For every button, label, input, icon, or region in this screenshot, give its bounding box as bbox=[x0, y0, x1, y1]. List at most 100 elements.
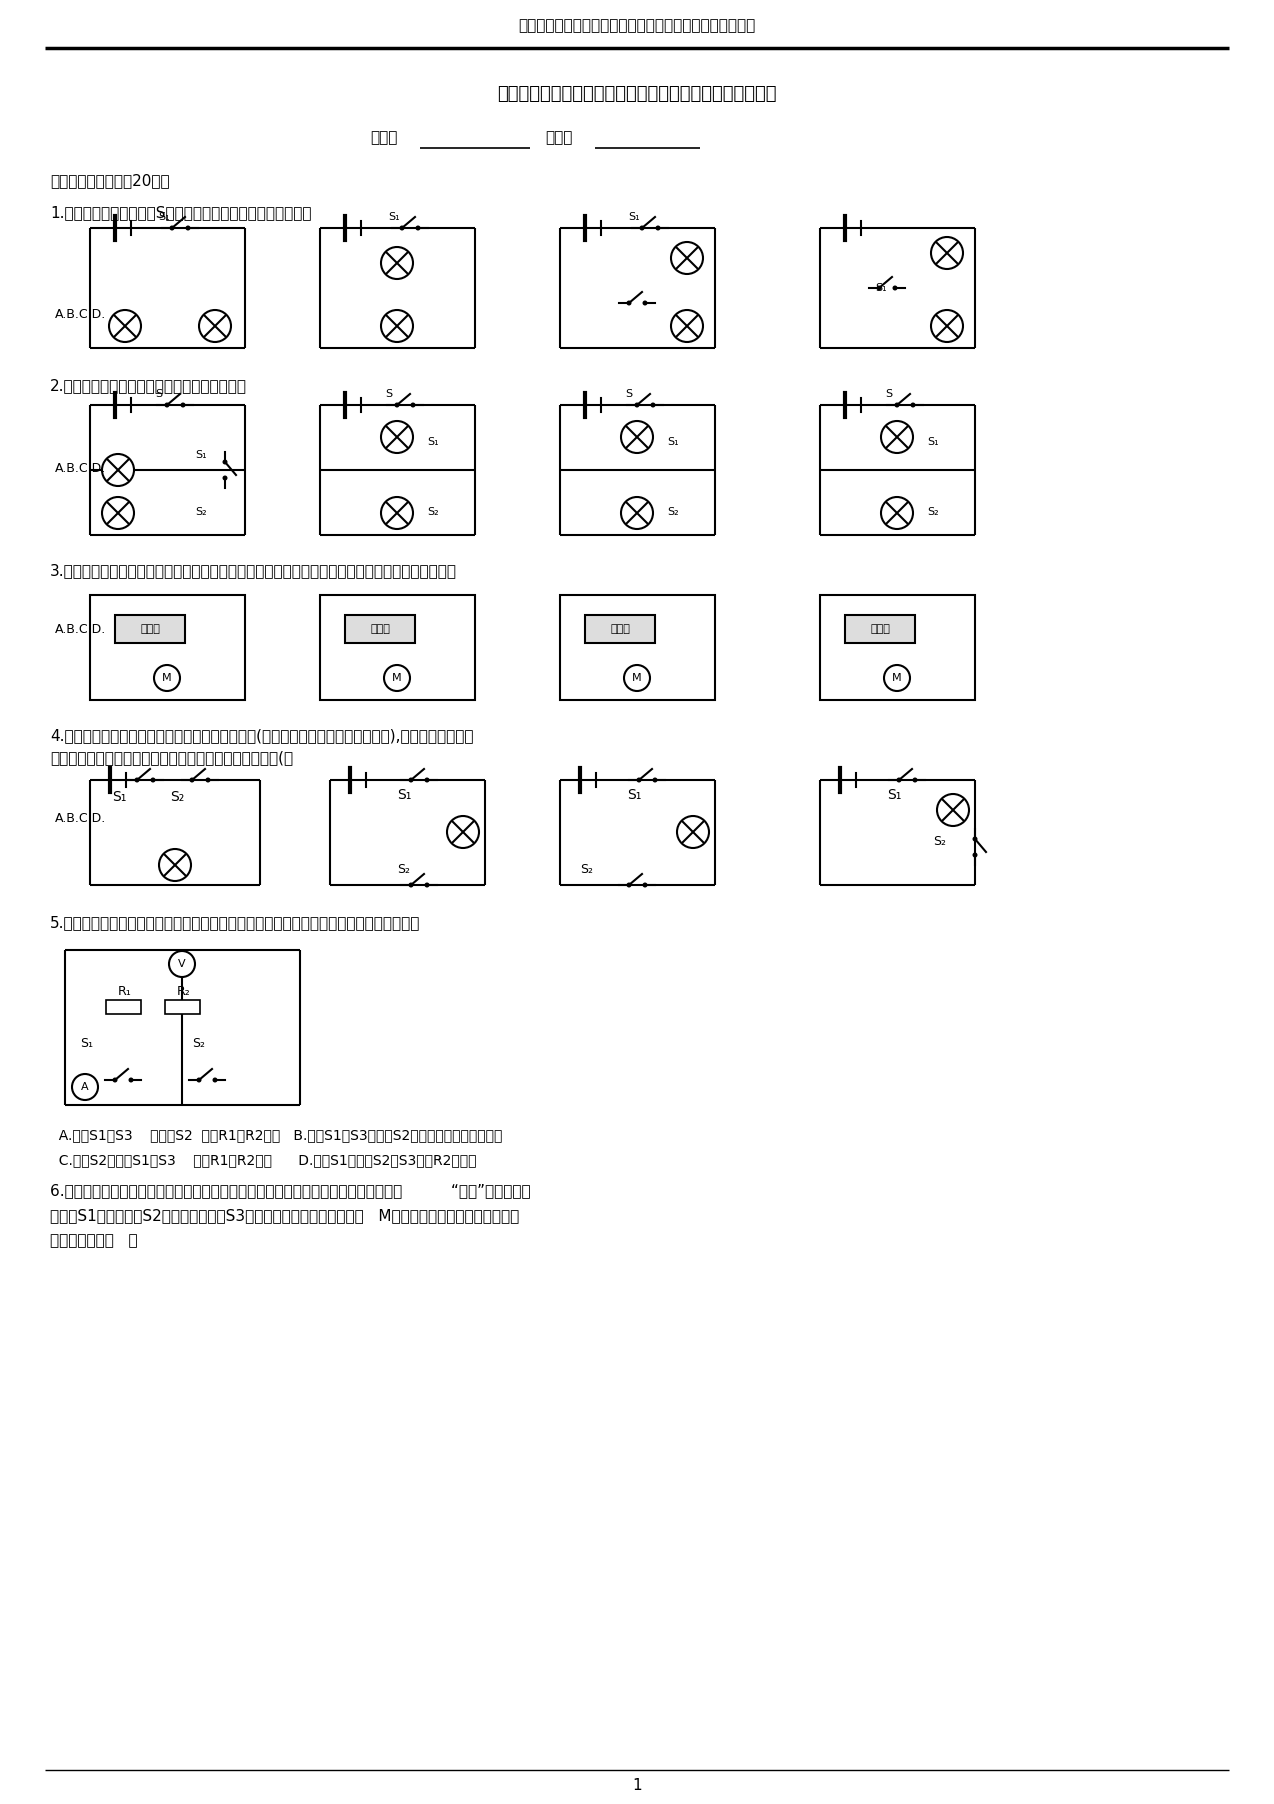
Circle shape bbox=[931, 310, 963, 343]
Text: 1: 1 bbox=[632, 1779, 642, 1793]
Circle shape bbox=[159, 850, 191, 880]
Circle shape bbox=[409, 778, 414, 783]
Bar bbox=[845, 615, 915, 642]
Text: S₂: S₂ bbox=[580, 862, 592, 877]
Circle shape bbox=[381, 247, 413, 280]
Circle shape bbox=[671, 242, 703, 274]
Text: 1.如下图的电路中，开关S闭合后，两个灯泡属于串连的是（）: 1.如下图的电路中，开关S闭合后，两个灯泡属于串连的是（） bbox=[50, 206, 312, 220]
Circle shape bbox=[882, 420, 913, 453]
Text: A.B.C.D.: A.B.C.D. bbox=[55, 308, 106, 321]
Circle shape bbox=[671, 310, 703, 343]
Text: S₂: S₂ bbox=[397, 862, 410, 877]
Text: S₁: S₁ bbox=[158, 213, 169, 222]
Circle shape bbox=[381, 496, 413, 529]
Text: 5.如下图，经过开关的通断来研究电路连结和电路故障等问题，以下说法正确的选项是（）: 5.如下图，经过开关的通断来研究电路连结和电路故障等问题，以下说法正确的选项是（… bbox=[50, 915, 420, 931]
Circle shape bbox=[181, 402, 186, 408]
Circle shape bbox=[894, 402, 899, 408]
Text: S₁: S₁ bbox=[668, 437, 679, 447]
Text: S₁: S₁ bbox=[397, 788, 412, 803]
Bar bbox=[585, 615, 655, 642]
Circle shape bbox=[897, 778, 902, 783]
Circle shape bbox=[634, 402, 640, 408]
Text: A.B.C.D.: A.B.C.D. bbox=[55, 622, 106, 637]
Circle shape bbox=[627, 301, 632, 305]
Circle shape bbox=[877, 285, 882, 290]
Circle shape bbox=[102, 496, 134, 529]
Text: 2.以下电路中两个灯泡都能够独立工作的是（）: 2.以下电路中两个灯泡都能够独立工作的是（） bbox=[50, 379, 247, 393]
Circle shape bbox=[223, 460, 228, 464]
Circle shape bbox=[383, 666, 410, 691]
Text: 加热器: 加热器 bbox=[369, 624, 390, 633]
Text: 才会亮，表示门都关上了。如下图中切合要求的电路图是(）: 才会亮，表示门都关上了。如下图中切合要求的电路图是(） bbox=[50, 750, 293, 765]
Circle shape bbox=[381, 420, 413, 453]
Circle shape bbox=[169, 226, 175, 231]
Circle shape bbox=[637, 778, 642, 783]
Circle shape bbox=[936, 794, 970, 826]
Text: S₁: S₁ bbox=[627, 788, 641, 803]
Circle shape bbox=[410, 402, 415, 408]
Circle shape bbox=[196, 1077, 201, 1082]
Circle shape bbox=[884, 666, 910, 691]
Circle shape bbox=[223, 476, 228, 480]
Text: S₂: S₂ bbox=[192, 1037, 205, 1050]
Text: 人教版九年级物理串并联电路的辨别与设计专题训练有答案: 人教版九年级物理串并联电路的辨别与设计专题训练有答案 bbox=[497, 85, 777, 103]
Circle shape bbox=[164, 402, 169, 408]
Circle shape bbox=[395, 402, 400, 408]
Circle shape bbox=[652, 778, 657, 783]
Text: S₁: S₁ bbox=[628, 213, 640, 222]
Bar bbox=[561, 595, 715, 700]
Circle shape bbox=[620, 496, 654, 529]
Text: S₂: S₂ bbox=[169, 790, 185, 805]
Circle shape bbox=[911, 402, 916, 408]
Text: M: M bbox=[632, 673, 642, 684]
Text: 加热器: 加热器 bbox=[870, 624, 891, 633]
Text: S₁: S₁ bbox=[427, 437, 438, 447]
Circle shape bbox=[656, 226, 660, 231]
Bar bbox=[345, 615, 415, 642]
Text: R₂: R₂ bbox=[177, 985, 191, 998]
Text: 一、单项选择题（共20题）: 一、单项选择题（共20题） bbox=[50, 173, 169, 188]
Circle shape bbox=[73, 1073, 98, 1100]
Text: A.B.C.D.: A.B.C.D. bbox=[55, 462, 106, 474]
Text: S₁: S₁ bbox=[875, 283, 887, 292]
Circle shape bbox=[190, 778, 195, 783]
Circle shape bbox=[972, 853, 977, 857]
Text: S₁: S₁ bbox=[887, 788, 902, 803]
Text: S₁: S₁ bbox=[80, 1037, 93, 1050]
Text: 人教版九年级物理串并联电路的辨别与设计专题训练有答案: 人教版九年级物理串并联电路的辨别与设计专题训练有答案 bbox=[519, 18, 755, 32]
Circle shape bbox=[169, 951, 195, 978]
Text: 3.带有烘干功能的滚筒洗衣机，要求洗衣和烘干均能独立进行。如下图的电路设计切合要求的是（）: 3.带有烘干功能的滚筒洗衣机，要求洗衣和烘干均能独立进行。如下图的电路设计切合要… bbox=[50, 563, 457, 577]
Text: M: M bbox=[892, 673, 902, 684]
Text: 加热器: 加热器 bbox=[610, 624, 629, 633]
Circle shape bbox=[627, 882, 632, 888]
Circle shape bbox=[893, 285, 897, 290]
Circle shape bbox=[400, 226, 405, 231]
Circle shape bbox=[447, 815, 479, 848]
Text: 班级：: 班级： bbox=[545, 130, 572, 144]
Text: R₁: R₁ bbox=[118, 985, 131, 998]
Circle shape bbox=[110, 310, 141, 343]
Circle shape bbox=[199, 310, 231, 343]
Text: S₁: S₁ bbox=[389, 213, 400, 222]
Circle shape bbox=[642, 301, 647, 305]
Text: S₁: S₁ bbox=[195, 449, 206, 460]
Circle shape bbox=[912, 778, 917, 783]
Circle shape bbox=[205, 778, 210, 783]
Bar bbox=[164, 999, 200, 1014]
Circle shape bbox=[112, 1077, 117, 1082]
Bar bbox=[820, 595, 975, 700]
Text: 姓名：: 姓名： bbox=[369, 130, 397, 144]
Bar bbox=[106, 999, 140, 1014]
Text: 切合要求的是（   ）: 切合要求的是（ ） bbox=[50, 1232, 138, 1248]
Bar bbox=[90, 595, 245, 700]
Circle shape bbox=[213, 1077, 218, 1082]
Circle shape bbox=[409, 882, 414, 888]
Text: S₁: S₁ bbox=[927, 437, 939, 447]
Circle shape bbox=[135, 778, 139, 783]
Text: 加热器: 加热器 bbox=[140, 624, 161, 633]
Text: M: M bbox=[392, 673, 401, 684]
Circle shape bbox=[424, 882, 429, 888]
Text: S₂: S₂ bbox=[195, 507, 206, 518]
Circle shape bbox=[102, 455, 134, 485]
Text: S₂: S₂ bbox=[933, 835, 947, 848]
